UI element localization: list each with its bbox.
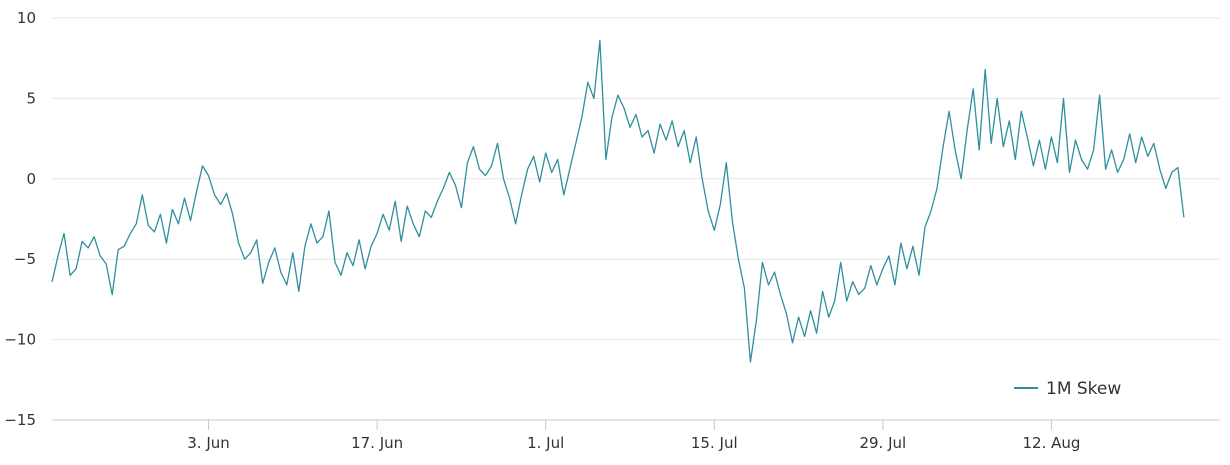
y-tick-label: −15 <box>4 411 36 429</box>
y-tick-label: −10 <box>4 331 36 349</box>
y-tick-label: 5 <box>26 89 36 107</box>
y-tick-label: 10 <box>17 9 36 27</box>
x-axis: 3. Jun 17. Jun 1. Jul 15. Jul 29. Jul 12. Aug <box>187 420 1080 452</box>
x-tick-label: 29. Jul <box>859 434 906 452</box>
legend-label: 1M Skew <box>1046 379 1121 399</box>
gridlines <box>52 17 1220 341</box>
y-axis: 10 5 0 −5 −10 −15 <box>4 9 36 429</box>
y-tick-label: 0 <box>26 170 36 188</box>
x-tick-label: 1. Jul <box>527 434 564 452</box>
series-line-1m-skew[interactable] <box>51 39 1185 363</box>
x-tick-label: 15. Jul <box>691 434 738 452</box>
x-tick-label: 12. Aug <box>1022 434 1080 452</box>
legend[interactable]: 1M Skew <box>1014 379 1121 399</box>
y-tick-label: −5 <box>14 250 36 268</box>
x-tick-label: 3. Jun <box>187 434 230 452</box>
x-tick-label: 17. Jun <box>351 434 403 452</box>
